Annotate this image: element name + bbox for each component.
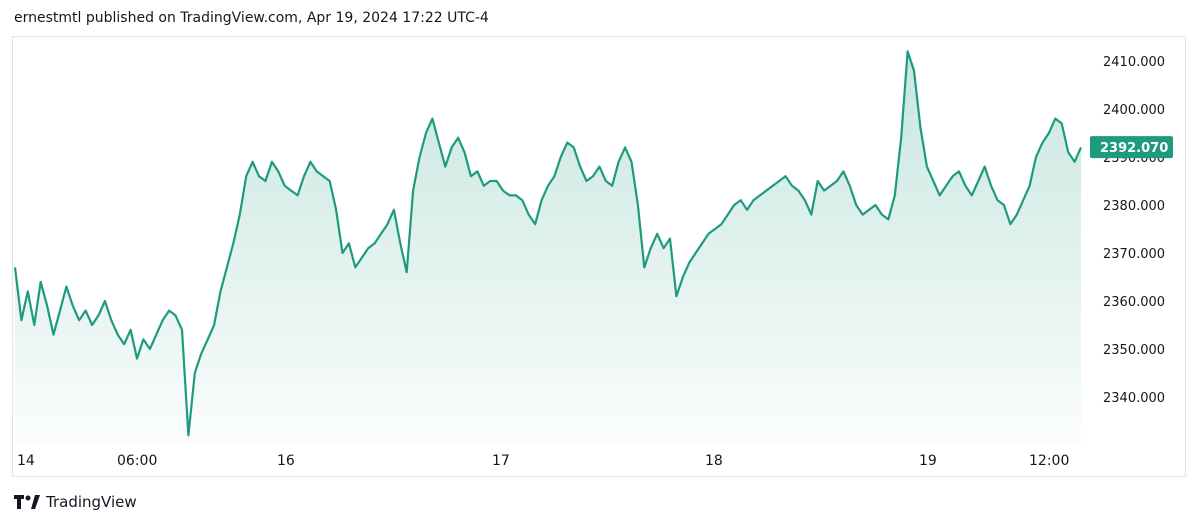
x-tick-label: 16	[277, 453, 295, 469]
x-axis: 14 06:00 16 17 18 19 12:00	[17, 453, 1069, 469]
y-tick-label: 2370.000	[1103, 247, 1165, 262]
y-tick-label: 2350.000	[1103, 343, 1165, 358]
price-line	[13, 50, 1083, 437]
tradingview-brand[interactable]: TradingView	[14, 493, 137, 511]
price-chart[interactable]: 2340.000 2350.000 2360.000 2370.000 2380.000…	[13, 37, 1187, 478]
x-tick-label: 14	[17, 453, 35, 469]
y-tick-label: 2380.000	[1103, 199, 1165, 214]
y-axis: 2340.000 2350.000 2360.000 2370.000 2380.000…	[1103, 55, 1165, 406]
y-tick-label: 2340.000	[1103, 391, 1165, 406]
last-price-badge-bg	[1090, 136, 1173, 159]
last-price-badge: 2392.070	[1090, 136, 1173, 159]
last-price-label: 2392.070	[1100, 141, 1168, 156]
publish-info: ernestmtl published on TradingView.com, …	[14, 10, 489, 26]
x-tick-label: 19	[919, 453, 937, 469]
chart-area[interactable]: 2340.000 2350.000 2360.000 2370.000 2380.000…	[12, 36, 1186, 477]
tradingview-logo-icon	[14, 495, 40, 509]
y-tick-label: 2360.000	[1103, 295, 1165, 310]
x-tick-label: 12:00	[1029, 453, 1069, 469]
y-tick-label: 2410.000	[1103, 55, 1165, 70]
price-area	[15, 51, 1081, 446]
x-tick-label: 17	[492, 453, 510, 469]
x-tick-label: 06:00	[117, 453, 157, 469]
x-tick-label: 18	[705, 453, 723, 469]
y-tick-label: 2400.000	[1103, 103, 1165, 118]
brand-name: TradingView	[46, 493, 137, 511]
